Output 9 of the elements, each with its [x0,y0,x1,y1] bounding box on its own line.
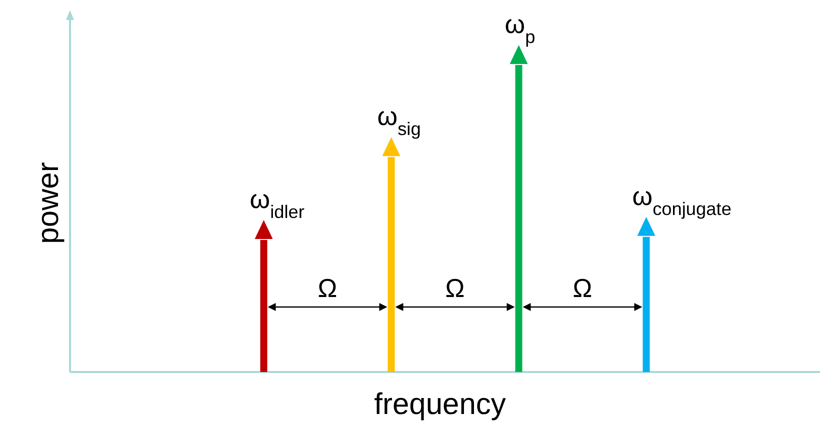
x-tick-label: ω$_{p}$ [504,9,536,47]
x-tick-label: ω$_{conjugate}$ [632,180,732,219]
annotation: Ω [572,273,592,303]
annotation: Ω [318,273,338,303]
y-axis-title: power [32,162,65,244]
x-tick-label: ω$_{idler}$ [250,184,304,222]
annotation: Ω [445,273,465,303]
x-tick-label: ω$_{sig}$ [377,101,421,140]
x-axis-title: frequency [374,388,506,421]
